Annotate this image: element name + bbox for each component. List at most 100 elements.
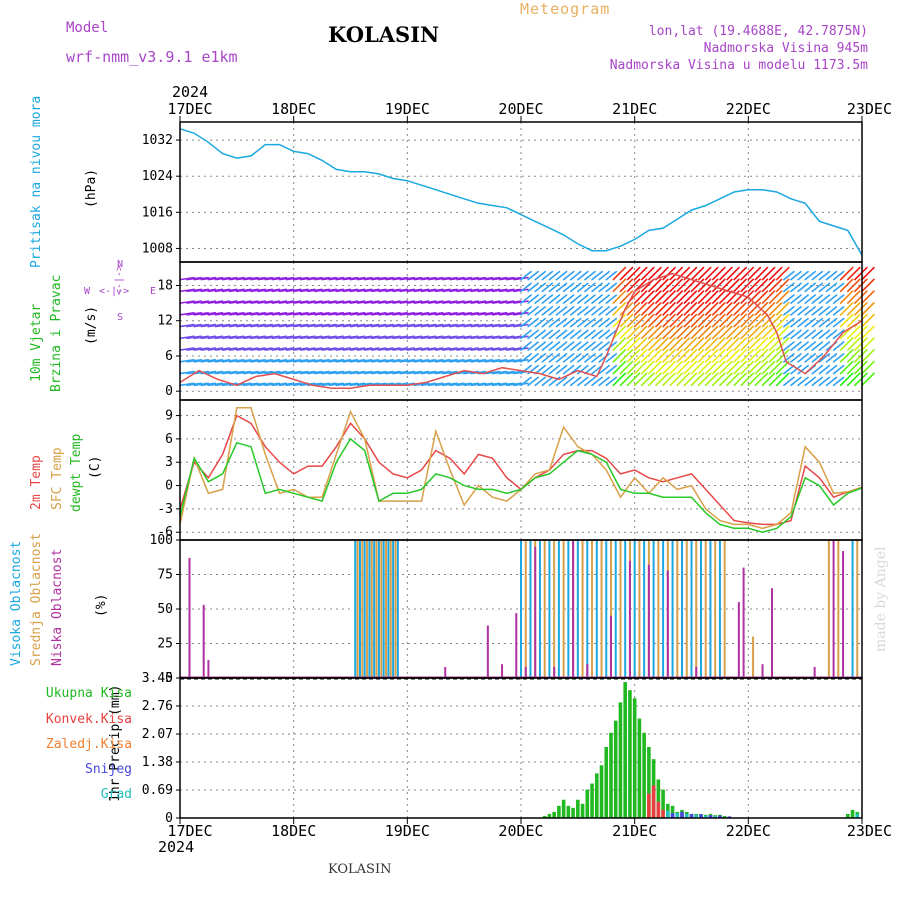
wind-arrow: [520, 353, 532, 363]
wind-arrow: [477, 323, 494, 328]
cloud-bar: [581, 540, 584, 678]
wind-arrow: [662, 278, 676, 293]
wind-arrow: [683, 290, 698, 304]
wind-arrow: [619, 325, 634, 340]
wind-arrow: [541, 341, 554, 351]
wind-arrow: [577, 376, 589, 387]
wind-arrow: [520, 364, 532, 375]
wind-arrow: [413, 276, 430, 281]
wind-arrow: [811, 376, 824, 387]
wind-arrow: [385, 288, 401, 293]
y-tick-label: 1016: [142, 205, 173, 220]
wind-arrow: [442, 300, 458, 304]
wind-arrow: [434, 370, 451, 375]
wind-arrow: [541, 306, 554, 316]
wind-arrow: [434, 323, 451, 328]
wind-arrow: [562, 364, 575, 375]
wind-arrow: [811, 341, 824, 351]
wind-arrow: [648, 372, 662, 387]
wind-arrow: [548, 317, 561, 328]
wind-arrow: [463, 335, 479, 340]
wind-arrow: [541, 376, 554, 387]
cloud-bar: [373, 540, 376, 678]
wind-arrow: [193, 335, 210, 340]
wind-arrow: [577, 317, 589, 328]
wind-arrow: [513, 382, 529, 387]
wind-arrow: [854, 302, 868, 316]
wind-arrow: [314, 335, 330, 340]
wind-arrow: [775, 349, 790, 363]
wind-arrow: [221, 312, 238, 316]
wind-arrow: [598, 341, 610, 351]
series-line: [179, 272, 863, 390]
wind-arrow: [626, 372, 641, 387]
wind-arrow: [449, 382, 465, 387]
wind-arrow: [591, 282, 603, 293]
wind-arrow: [299, 335, 316, 340]
wind-arrow: [406, 359, 423, 363]
wind-arrow: [704, 313, 719, 328]
cloud-bar: [375, 540, 378, 678]
wind-arrow: [420, 276, 437, 281]
wind-arrow: [236, 347, 252, 351]
wind-arrow: [321, 300, 337, 304]
wind-arrow: [186, 300, 202, 304]
wind-arrow: [761, 337, 776, 351]
wind-arrow: [349, 335, 366, 340]
wind-arrow: [598, 364, 610, 375]
wind-arrow: [640, 302, 655, 316]
wind-arrow: [413, 370, 430, 375]
wind-arrow: [505, 335, 522, 340]
wind-arrow: [683, 360, 698, 375]
wind-arrow: [541, 282, 554, 293]
wind-arrow: [811, 282, 824, 293]
wind-arrow: [605, 353, 618, 363]
wind-arrow: [669, 278, 683, 293]
wind-arrow: [484, 370, 501, 375]
wind-arrow: [420, 359, 437, 363]
wind-arrow: [712, 290, 726, 304]
wind-arrow: [243, 276, 259, 281]
wind-arrow: [406, 276, 423, 281]
wind-arrow: [761, 325, 776, 340]
wind-arrow: [363, 312, 380, 316]
wind-arrow: [456, 347, 472, 351]
wind-arrow: [825, 353, 838, 363]
wind-arrow: [562, 341, 575, 351]
wind-arrow: [605, 270, 618, 281]
cloud-bar: [396, 540, 399, 678]
wind-arrow: [491, 335, 508, 340]
wind-arrow: [591, 376, 603, 387]
wind-arrow: [612, 302, 627, 316]
wind-arrow: [463, 312, 479, 316]
wind-arrow: [420, 347, 437, 351]
wind-arrow: [299, 323, 316, 328]
cloud-bar: [662, 540, 665, 678]
cloud-bar: [392, 540, 395, 678]
wind-arrow: [278, 312, 295, 316]
wind-arrow: [363, 335, 380, 340]
wind-arrow: [719, 337, 733, 351]
wind-arrow: [527, 341, 539, 351]
wind-arrow: [513, 335, 529, 340]
wind-arrow: [264, 359, 281, 363]
precip-bar: [661, 809, 665, 818]
wind-arrow: [747, 278, 762, 293]
wind-arrow: [584, 341, 596, 351]
wind-arrow: [591, 329, 603, 340]
wind-arrow: [619, 372, 634, 387]
y-tick-label: 12: [157, 314, 173, 329]
cloud-bar: [671, 540, 674, 678]
wind-arrow: [704, 266, 719, 281]
wind-arrow: [285, 347, 302, 351]
wind-arrow: [363, 300, 380, 304]
wind-arrow: [669, 360, 683, 375]
wind-arrow: [498, 323, 515, 328]
wind-arrow: [548, 282, 561, 293]
wind-arrow: [477, 359, 494, 363]
wind-arrow: [640, 360, 655, 375]
cloud-bar: [366, 540, 369, 678]
wind-arrow: [406, 312, 423, 316]
date-label-bottom: 22DEC: [726, 822, 771, 840]
wind-arrow: [683, 325, 698, 340]
